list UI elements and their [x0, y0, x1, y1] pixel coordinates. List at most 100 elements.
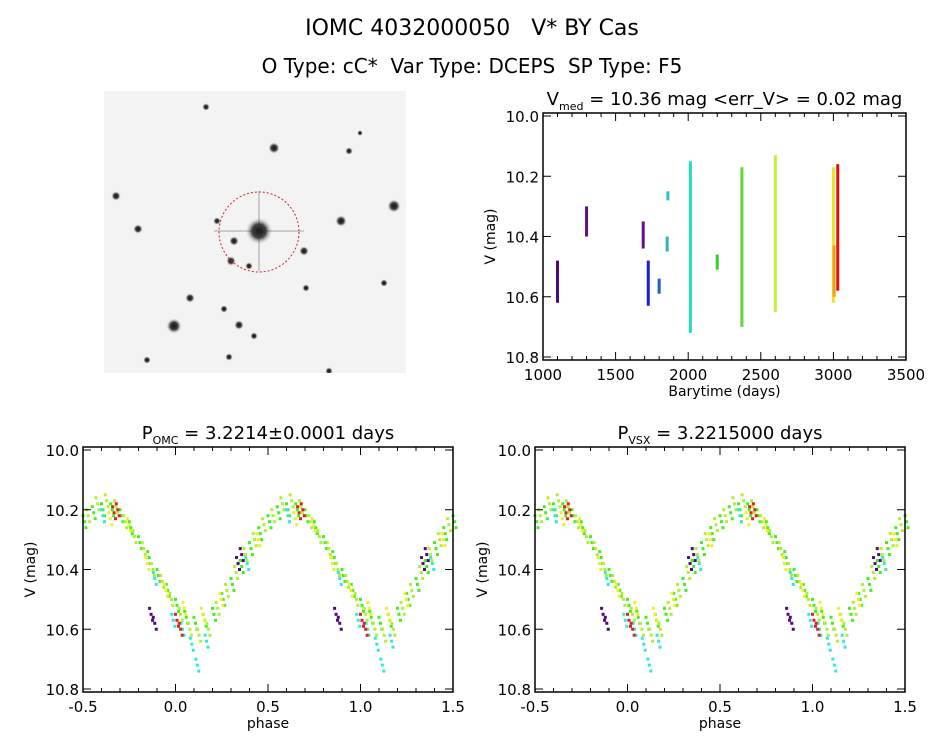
data-point [631, 627, 635, 631]
data-point [152, 573, 156, 577]
data-point [860, 603, 864, 607]
data-point [782, 562, 786, 566]
data-point [175, 618, 179, 622]
data-point [90, 505, 94, 509]
data-point [755, 508, 759, 512]
data-point [373, 627, 377, 631]
data-point [328, 553, 332, 557]
data-point [164, 588, 168, 592]
data-segment [715, 254, 719, 270]
data-point [781, 556, 785, 560]
data-point [418, 565, 422, 569]
data-point [387, 618, 391, 622]
data-point [647, 663, 651, 667]
data-point [589, 535, 592, 539]
data-point [869, 588, 873, 592]
data-point [211, 606, 214, 610]
data-point [625, 624, 629, 628]
data-point [843, 627, 847, 631]
data-point [813, 609, 817, 613]
data-point [658, 627, 662, 631]
data-point [635, 609, 639, 613]
data-point [850, 618, 854, 622]
data-point [547, 502, 551, 506]
title-rest: = 10.36 mag <err_V> = 0.02 mag [583, 89, 902, 110]
data-point [108, 517, 112, 521]
data-segment [666, 191, 670, 201]
data-point [293, 517, 297, 521]
data-point [664, 612, 668, 616]
data-point [188, 627, 192, 631]
data-point [447, 523, 451, 527]
data-point [557, 499, 561, 503]
x-tick-label: 2000 [669, 366, 707, 384]
data-point [564, 514, 568, 518]
data-point [193, 621, 197, 625]
data-point [792, 568, 796, 571]
data-point [669, 612, 673, 616]
data-point [384, 606, 388, 610]
data-point [279, 496, 283, 500]
data-point [275, 505, 279, 509]
data-point [566, 502, 570, 506]
data-point [687, 556, 691, 560]
data-point [842, 639, 846, 643]
data-point [899, 523, 903, 527]
data-point [764, 520, 768, 524]
data-point [881, 556, 885, 560]
data-point [563, 505, 567, 509]
data-point [138, 541, 142, 545]
data-point [653, 612, 657, 616]
data-point [145, 562, 149, 566]
data-point [603, 618, 607, 622]
data-point [419, 570, 423, 574]
data-point [174, 612, 177, 616]
data-point [160, 579, 164, 583]
data-point [380, 663, 384, 667]
data-point [737, 508, 740, 512]
data-point [310, 517, 314, 521]
data-point [166, 588, 170, 592]
data-point [330, 562, 334, 566]
data-point [332, 556, 336, 560]
data-point [245, 562, 249, 566]
data-point [95, 502, 99, 506]
data-point [836, 639, 840, 643]
y-tick-label: 10.4 [506, 229, 539, 247]
data-point [721, 526, 725, 530]
data-point [356, 618, 360, 622]
data-point [232, 588, 236, 592]
data-point [367, 606, 371, 610]
data-point [834, 669, 838, 673]
title-main: P [142, 423, 153, 444]
title-subscript: OMC [153, 434, 179, 447]
data-point [362, 606, 366, 610]
data-point [181, 600, 185, 604]
data-point [177, 606, 181, 610]
data-point [282, 508, 286, 512]
data-point [582, 532, 586, 536]
data-point [107, 511, 111, 515]
data-point [762, 526, 766, 530]
data-point [573, 520, 577, 524]
data-point [796, 573, 800, 577]
data-point [270, 508, 274, 512]
data-point [768, 529, 772, 533]
data-point [106, 505, 110, 509]
data-point [254, 544, 258, 548]
data-point [568, 508, 572, 512]
data-point [143, 553, 147, 557]
data-point [678, 594, 682, 598]
data-point [540, 520, 544, 524]
data-point [114, 505, 118, 509]
data-point [776, 547, 780, 551]
data-point [751, 502, 755, 506]
data-point [797, 579, 801, 583]
y-tick-label: 10.2 [506, 168, 539, 186]
data-point [403, 591, 407, 595]
data-point [219, 597, 223, 601]
data-point [432, 568, 436, 571]
y-tick-label: 10.6 [498, 621, 531, 639]
data-point [410, 588, 414, 592]
data-point [336, 618, 340, 622]
